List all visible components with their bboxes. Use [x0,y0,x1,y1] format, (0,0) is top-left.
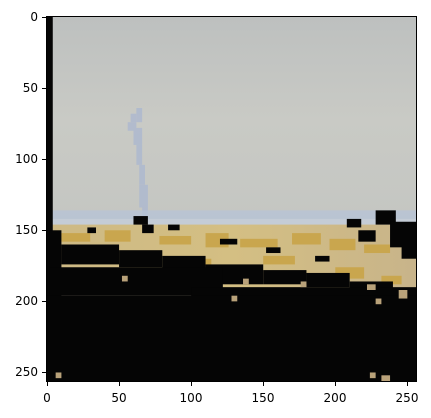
dark-foreground [47,17,416,381]
x-tick-label: 100 [179,391,203,405]
x-tick-mark [263,382,264,386]
y-tick-label: 0 [30,10,38,24]
x-tick-mark [335,382,336,386]
x-tick-mark [407,382,408,386]
y-tick-label: 100 [15,152,38,166]
x-tick-label: 0 [43,391,51,405]
y-tick-mark [42,88,46,89]
x-tick-mark [191,382,192,386]
x-tick-mark [47,382,48,386]
y-tick-mark [42,159,46,160]
x-tick-label: 50 [111,391,127,405]
foreground-specks [55,275,408,381]
y-tick-mark [42,230,46,231]
x-tick-label: 250 [395,391,419,405]
y-tick-mark [42,17,46,18]
landscape-image [47,17,416,381]
y-tick-label: 200 [15,294,38,308]
y-tick-mark [42,301,46,302]
y-tick-label: 150 [15,223,38,237]
x-tick-label: 200 [323,391,347,405]
y-tick-mark [42,372,46,373]
x-tick-mark [119,382,120,386]
y-tick-label: 50 [22,81,38,95]
y-tick-label: 250 [15,365,38,379]
x-tick-label: 150 [251,391,275,405]
sky-region [47,17,416,224]
image-axes [46,16,417,382]
